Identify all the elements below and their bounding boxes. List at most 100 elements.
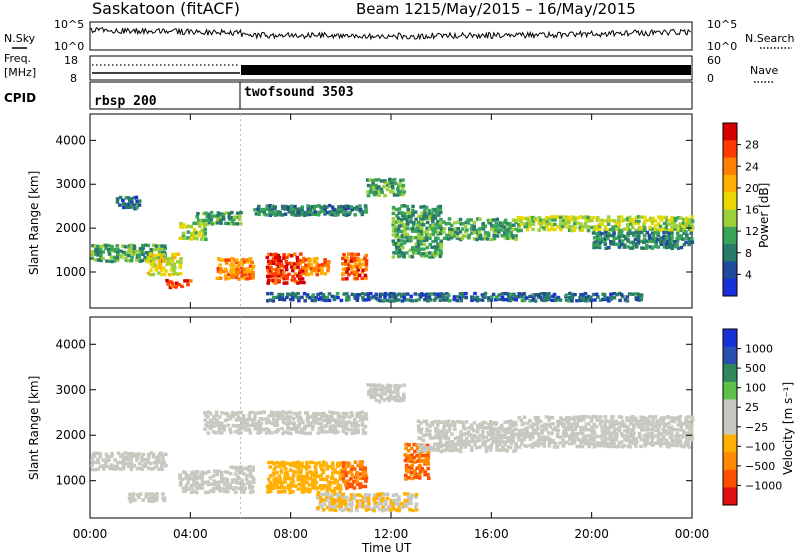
data-cell — [350, 252, 355, 256]
data-cell — [316, 213, 321, 217]
data-cell — [598, 234, 603, 238]
data-cell — [355, 476, 359, 480]
data-cell — [316, 490, 321, 495]
data-cell — [623, 298, 628, 302]
data-cell — [402, 239, 407, 243]
data-cell — [281, 420, 286, 425]
data-cell — [96, 467, 101, 471]
data-cell — [317, 265, 321, 269]
data-cell — [406, 211, 410, 215]
data-cell — [536, 440, 540, 444]
data-cell — [138, 247, 143, 251]
data-cell — [323, 272, 328, 276]
data-cell — [132, 203, 137, 207]
data-cell — [115, 464, 119, 468]
data-cell — [485, 237, 490, 241]
data-cell — [495, 217, 500, 221]
data-cell — [547, 444, 552, 448]
data-cell — [456, 231, 460, 235]
data-cell — [243, 277, 248, 281]
data-cell — [215, 217, 220, 222]
data-cell — [203, 234, 207, 238]
data-cell — [127, 202, 131, 206]
data-cell — [199, 218, 204, 223]
data-cell — [412, 251, 416, 255]
data-cell — [149, 250, 154, 254]
data-cell — [607, 231, 611, 236]
data-cell — [656, 245, 661, 249]
data-cell — [422, 204, 427, 209]
data-cell — [635, 440, 639, 444]
data-cell — [556, 295, 561, 300]
data-cell — [681, 224, 685, 228]
data-cell — [591, 231, 596, 235]
data-cell — [322, 429, 326, 434]
data-cell — [299, 417, 304, 422]
data-cell — [477, 236, 482, 240]
data-cell — [544, 298, 549, 302]
data-cell — [298, 268, 303, 272]
data-cell — [438, 254, 443, 259]
data-cell — [634, 418, 639, 423]
data-cell — [345, 256, 349, 260]
data-cell — [647, 432, 652, 436]
data-cell — [294, 280, 298, 284]
data-cell — [439, 226, 443, 231]
data-cell — [358, 482, 363, 486]
data-cell — [349, 496, 354, 501]
data-cell — [421, 293, 426, 297]
data-cell — [308, 460, 313, 465]
data-cell — [292, 207, 296, 212]
data-cell — [154, 268, 159, 272]
data-cell — [275, 479, 279, 484]
data-cell — [480, 237, 484, 241]
data-cell — [586, 295, 591, 299]
data-cell — [629, 422, 633, 426]
data-cell — [656, 428, 661, 432]
data-cell — [589, 298, 593, 303]
data-cell — [266, 490, 270, 494]
data-cell — [281, 431, 285, 436]
data-cell — [426, 453, 430, 457]
data-cell — [581, 418, 586, 422]
data-cell — [584, 434, 589, 438]
data-cell — [656, 231, 661, 235]
data-cell — [300, 431, 305, 435]
data-cell — [384, 386, 389, 391]
data-cell — [491, 218, 496, 222]
data-cell — [394, 229, 398, 233]
power-colorbar-label: Power [dB] — [757, 183, 771, 248]
data-cell — [282, 256, 286, 260]
data-cell — [578, 418, 582, 423]
data-cell — [292, 262, 297, 266]
data-cell — [467, 236, 471, 240]
data-cell — [409, 220, 413, 224]
data-cell — [383, 194, 387, 198]
data-cell — [355, 270, 359, 274]
data-cell — [640, 246, 644, 250]
data-cell — [511, 296, 516, 300]
data-cell — [275, 420, 279, 424]
data-cell — [172, 271, 177, 275]
data-cell — [533, 216, 537, 221]
data-cell — [325, 505, 330, 510]
data-cell — [452, 423, 457, 428]
data-cell — [273, 213, 278, 217]
data-cell — [513, 295, 518, 299]
data-cell — [336, 213, 340, 217]
data-cell — [281, 206, 285, 210]
data-cell — [137, 452, 142, 456]
data-cell — [325, 490, 329, 494]
data-cell — [341, 461, 346, 465]
data-cell — [486, 430, 490, 435]
data-cell — [318, 495, 323, 500]
data-cell — [302, 465, 307, 469]
data-cell — [377, 189, 381, 194]
data-cell — [402, 255, 406, 259]
data-cell — [544, 415, 549, 419]
data-cell — [394, 492, 398, 497]
data-cell — [194, 231, 199, 235]
data-cell — [163, 246, 168, 250]
data-cell — [401, 398, 406, 402]
data-cell — [232, 222, 236, 226]
